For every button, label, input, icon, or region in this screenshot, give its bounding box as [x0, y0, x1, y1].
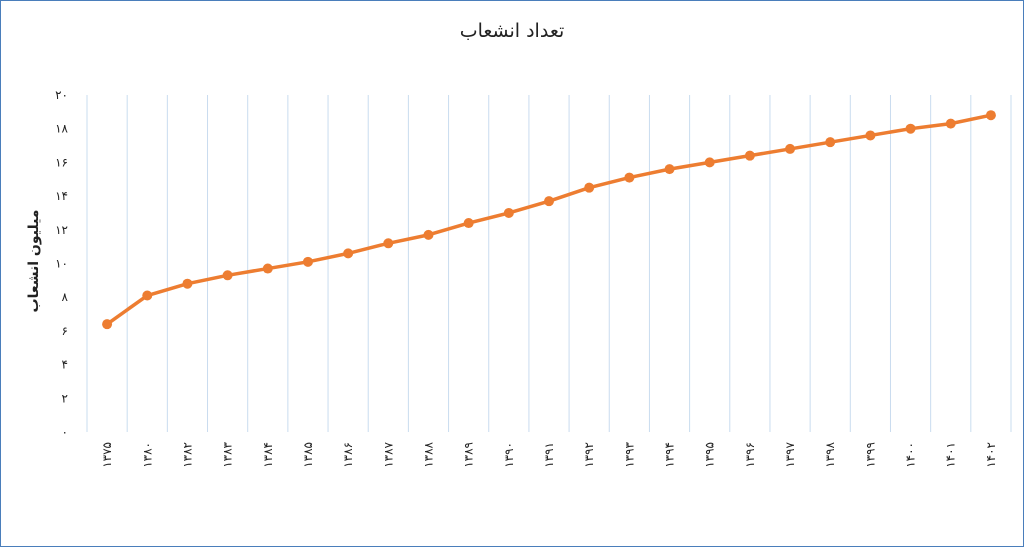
x-tick-label: ۱۳۹۹: [863, 442, 877, 468]
x-tick-label: ۱۳۹۴: [663, 442, 677, 468]
data-point: [584, 182, 595, 193]
series-line: [105, 113, 993, 326]
data-point: [102, 319, 113, 330]
x-tick-label: ۱۳۸۶: [341, 442, 355, 468]
data-point: [383, 238, 394, 249]
data-point: [945, 118, 956, 129]
data-point: [865, 130, 876, 141]
y-tick-label: ۱۴: [55, 189, 68, 203]
y-axis-ticks: ۰ ۲ ۴ ۶ ۸ ۱۰ ۱۲ ۱۴ ۱۶ ۱۸ ۲۰: [55, 88, 68, 439]
data-point: [985, 110, 996, 121]
data-point: [343, 248, 354, 259]
gridlines: [86, 95, 1012, 432]
data-point: [544, 196, 554, 207]
x-tick-label: ۱۳۹۸: [823, 441, 837, 467]
data-point: [182, 278, 193, 289]
y-tick-label: ۱۶: [55, 155, 68, 169]
data-point: [222, 270, 233, 281]
y-tick-label: ۱۰: [55, 257, 68, 271]
y-tick-label: ۶: [62, 324, 68, 338]
series: [102, 110, 996, 330]
data-point: [463, 218, 474, 229]
y-tick-label: ۴: [62, 358, 68, 372]
y-tick-label: ۸: [62, 290, 69, 304]
x-axis-ticks: ۱۳۷۵ ۱۳۸۰ ۱۳۸۲ ۱۳۸۳ ۱۳۸۴ ۱۳۸۵ ۱۳۸۶ ۱۳۸۷ ۱۳۸۸ ۱۳۸۹…: [100, 441, 998, 467]
x-tick-label: ۱۴۰۱: [944, 442, 958, 468]
y-axis-label: میلیون انشعاب: [26, 210, 42, 313]
data-point: [704, 157, 715, 168]
data-point: [142, 290, 153, 301]
data-point: [262, 263, 273, 274]
data-point: [664, 164, 675, 175]
x-tick-label: ۱۳۸۷: [381, 441, 395, 467]
data-point: [905, 123, 916, 134]
x-tick-label: ۱۴۰۲: [984, 442, 998, 468]
data-point: [785, 143, 796, 154]
chart-title: تعداد انشعاب: [460, 20, 565, 42]
y-tick-label: ۲۰: [55, 88, 68, 102]
x-tick-label: ۱۴۰۰: [904, 442, 918, 468]
x-tick-label: ۱۳۹۶: [743, 442, 757, 468]
y-tick-label: ۰: [62, 425, 68, 439]
x-tick-label: ۱۳۸۰: [140, 442, 154, 468]
x-tick-label: ۱۳۸۸: [421, 441, 435, 467]
x-tick-label: ۱۳۹۳: [622, 441, 636, 467]
x-tick-label: ۱۳۸۹: [462, 442, 476, 468]
data-point: [825, 137, 836, 148]
x-tick-label: ۱۳۸۳: [221, 441, 235, 467]
x-tick-label: ۱۳۹۵: [703, 442, 717, 468]
x-tick-label: ۱۳۸۴: [261, 442, 275, 468]
x-tick-label: ۱۳۹۲: [582, 442, 596, 468]
x-tick-label: ۱۳۸۲: [180, 442, 194, 468]
x-tick-label: ۱۳۹۷: [783, 441, 797, 467]
y-tick-label: ۱۸: [55, 122, 68, 136]
y-tick-label: ۱۲: [55, 223, 68, 237]
data-point: [624, 172, 635, 183]
x-tick-label: ۱۳۹۱: [542, 442, 556, 468]
data-point: [503, 207, 514, 218]
data-point: [744, 150, 755, 161]
y-tick-label: ۲: [62, 391, 68, 405]
x-tick-label: ۱۳۸۵: [301, 442, 315, 468]
x-tick-label: ۱۳۹۰: [502, 442, 516, 468]
data-point: [423, 229, 434, 240]
data-point: [302, 256, 313, 267]
x-tick-label: ۱۳۷۵: [100, 442, 114, 468]
